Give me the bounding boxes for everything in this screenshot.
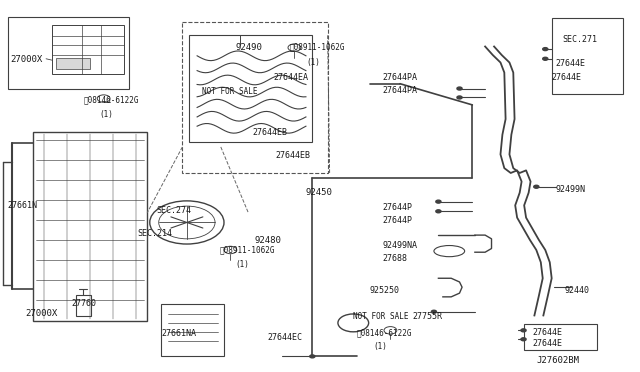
Circle shape xyxy=(436,200,441,203)
Text: SEC.271: SEC.271 xyxy=(562,35,597,44)
Text: 27000X: 27000X xyxy=(26,309,58,318)
Text: ⓝ08911-1062G: ⓝ08911-1062G xyxy=(220,246,275,254)
Circle shape xyxy=(543,57,548,60)
Text: 27644E: 27644E xyxy=(556,59,586,68)
Text: 27688: 27688 xyxy=(383,254,408,263)
Text: 27644E: 27644E xyxy=(532,328,563,337)
Bar xyxy=(161,304,224,356)
Bar xyxy=(189,35,312,142)
Bar xyxy=(33,132,147,321)
Text: NOT FOR SALE: NOT FOR SALE xyxy=(202,87,257,96)
Text: ⓝ08146-6122G: ⓝ08146-6122G xyxy=(357,328,413,337)
Text: 27760: 27760 xyxy=(72,299,97,308)
Bar xyxy=(52,25,124,74)
Text: ⓝ08911-1062G: ⓝ08911-1062G xyxy=(290,43,346,52)
Circle shape xyxy=(534,185,539,188)
Text: 27644EC: 27644EC xyxy=(268,333,303,342)
Text: 92499NA: 92499NA xyxy=(383,241,418,250)
Text: 27644P: 27644P xyxy=(383,216,413,225)
Text: 27644E: 27644E xyxy=(552,73,582,81)
Text: 27755R: 27755R xyxy=(413,312,443,321)
Text: 92499N: 92499N xyxy=(556,185,586,194)
Circle shape xyxy=(457,87,462,90)
Text: 92490: 92490 xyxy=(236,43,262,52)
Text: 27644EB: 27644EB xyxy=(275,151,310,160)
Bar xyxy=(182,22,328,173)
Text: 27000X: 27000X xyxy=(10,55,42,64)
Circle shape xyxy=(310,355,315,358)
Circle shape xyxy=(543,48,548,51)
Text: ⓝ08146-6122G: ⓝ08146-6122G xyxy=(83,95,139,104)
Text: NOT FOR SALE: NOT FOR SALE xyxy=(353,312,409,321)
Text: 27644P: 27644P xyxy=(383,203,413,212)
Text: J27602BM: J27602BM xyxy=(536,356,579,365)
Text: 27644E: 27644E xyxy=(532,339,563,348)
Text: 27661NA: 27661NA xyxy=(161,329,196,338)
Circle shape xyxy=(521,338,526,341)
Text: 27644EB: 27644EB xyxy=(253,128,288,137)
Bar xyxy=(552,18,623,94)
Circle shape xyxy=(457,96,462,99)
Text: 92440: 92440 xyxy=(564,286,589,295)
Text: SEC.274: SEC.274 xyxy=(157,206,192,215)
Text: 27661N: 27661N xyxy=(8,201,38,210)
Text: 27644EA: 27644EA xyxy=(274,73,309,81)
Bar xyxy=(56,58,90,69)
Circle shape xyxy=(431,310,436,313)
Circle shape xyxy=(521,329,526,332)
Bar xyxy=(76,295,91,316)
Text: 27644PA: 27644PA xyxy=(383,86,418,94)
Bar xyxy=(524,324,597,350)
Text: (1): (1) xyxy=(236,260,250,269)
Circle shape xyxy=(436,210,441,213)
Text: 92450: 92450 xyxy=(306,188,333,197)
Text: (1): (1) xyxy=(99,110,113,119)
Text: SEC.214: SEC.214 xyxy=(138,229,173,238)
Text: (1): (1) xyxy=(373,342,387,351)
Text: 925250: 925250 xyxy=(370,286,400,295)
Text: 92480: 92480 xyxy=(255,236,282,245)
Text: 27644PA: 27644PA xyxy=(383,73,418,81)
Text: (1): (1) xyxy=(306,58,320,67)
Bar xyxy=(8,17,129,89)
